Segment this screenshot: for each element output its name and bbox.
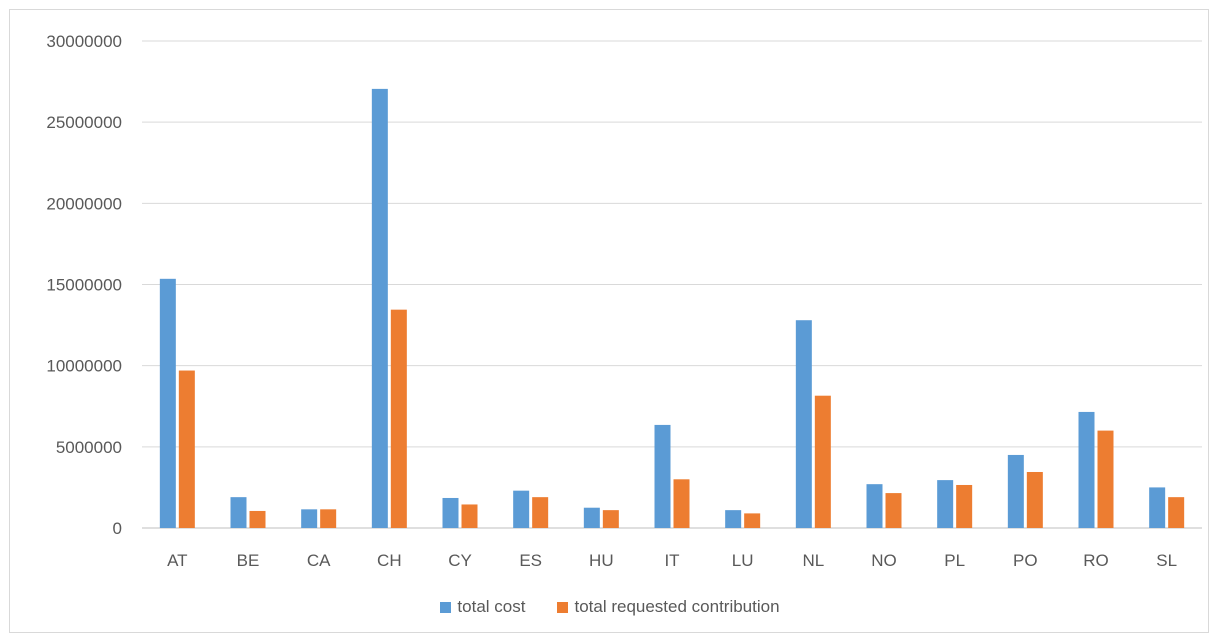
x-tick-label: HU xyxy=(589,551,614,570)
legend: total cost total requested contribution xyxy=(0,597,1220,617)
x-axis-ticks: AT BE CA CH CY ES HU IT LU NL NO PL PO RO SL xyxy=(167,551,1177,570)
x-tick-label: CY xyxy=(448,551,472,570)
x-tick-label: BE xyxy=(237,551,260,570)
bar-chart: 0 5000000 10000000 15000000 20000000 25000000… xyxy=(46,32,1202,570)
bar-total-cost-nl xyxy=(795,320,812,528)
y-tick-label: 10000000 xyxy=(46,357,122,376)
legend-label-total-requested-contribution: total requested contribution xyxy=(574,597,780,616)
bar-total-cost-be xyxy=(230,497,247,528)
x-tick-label: ES xyxy=(519,551,542,570)
bar-total-requested-contribution-po xyxy=(1026,471,1043,528)
y-tick-label: 30000000 xyxy=(46,32,122,51)
y-axis-ticks: 0 5000000 10000000 15000000 20000000 25000000… xyxy=(46,32,122,538)
bar-total-requested-contribution-at xyxy=(178,370,195,528)
x-tick-label: AT xyxy=(167,551,187,570)
bar-total-cost-lu xyxy=(725,510,742,528)
bar-total-cost-no xyxy=(866,484,883,528)
bar-total-cost-es xyxy=(513,490,530,528)
bar-total-cost-at xyxy=(159,278,176,528)
bar-total-requested-contribution-pl xyxy=(956,484,973,528)
chart-frame xyxy=(9,9,1209,633)
bar-total-cost-po xyxy=(1007,454,1024,528)
gridlines xyxy=(142,40,1202,529)
x-tick-label: NL xyxy=(802,551,824,570)
y-tick-label: 25000000 xyxy=(46,113,122,132)
bar-total-cost-cy xyxy=(442,497,459,528)
x-tick-label: PL xyxy=(944,551,965,570)
bar-total-requested-contribution-sl xyxy=(1168,497,1185,528)
bars xyxy=(159,88,1185,528)
legend-swatch-total-requested-contribution xyxy=(557,601,569,613)
bar-total-requested-contribution-be xyxy=(249,510,266,528)
bar-total-requested-contribution-ca xyxy=(320,509,337,528)
bar-total-cost-ch xyxy=(371,88,388,528)
bar-total-cost-sl xyxy=(1149,487,1166,528)
bar-total-requested-contribution-no xyxy=(885,493,902,528)
bar-total-requested-contribution-lu xyxy=(744,513,761,528)
x-tick-label: RO xyxy=(1083,551,1109,570)
bar-total-requested-contribution-hu xyxy=(602,510,619,528)
bar-total-cost-hu xyxy=(583,507,600,528)
bar-total-requested-contribution-es xyxy=(532,497,549,528)
x-tick-label: LU xyxy=(732,551,754,570)
legend-label-total-cost: total cost xyxy=(457,597,526,616)
x-tick-label: CA xyxy=(307,551,331,570)
x-tick-label: SL xyxy=(1156,551,1177,570)
y-tick-label: 20000000 xyxy=(46,194,122,213)
bar-total-cost-ro xyxy=(1078,411,1095,528)
x-tick-label: NO xyxy=(871,551,897,570)
legend-item-total-requested-contribution: total requested contribution xyxy=(557,597,780,617)
y-tick-label: 0 xyxy=(113,519,122,538)
x-tick-label: PO xyxy=(1013,551,1038,570)
x-tick-label: IT xyxy=(664,551,679,570)
bar-total-requested-contribution-ro xyxy=(1097,430,1114,528)
bar-total-requested-contribution-cy xyxy=(461,504,478,528)
bar-total-requested-contribution-nl xyxy=(814,395,831,528)
bar-total-requested-contribution-ch xyxy=(390,309,407,528)
y-tick-label: 5000000 xyxy=(56,438,122,457)
bar-total-cost-it xyxy=(654,424,671,528)
legend-swatch-total-cost xyxy=(440,601,452,613)
x-tick-label: CH xyxy=(377,551,402,570)
bar-total-cost-ca xyxy=(301,509,318,528)
bar-total-cost-pl xyxy=(937,480,954,528)
y-tick-label: 15000000 xyxy=(46,276,122,295)
bar-total-requested-contribution-it xyxy=(673,479,690,528)
legend-item-total-cost: total cost xyxy=(440,597,525,617)
